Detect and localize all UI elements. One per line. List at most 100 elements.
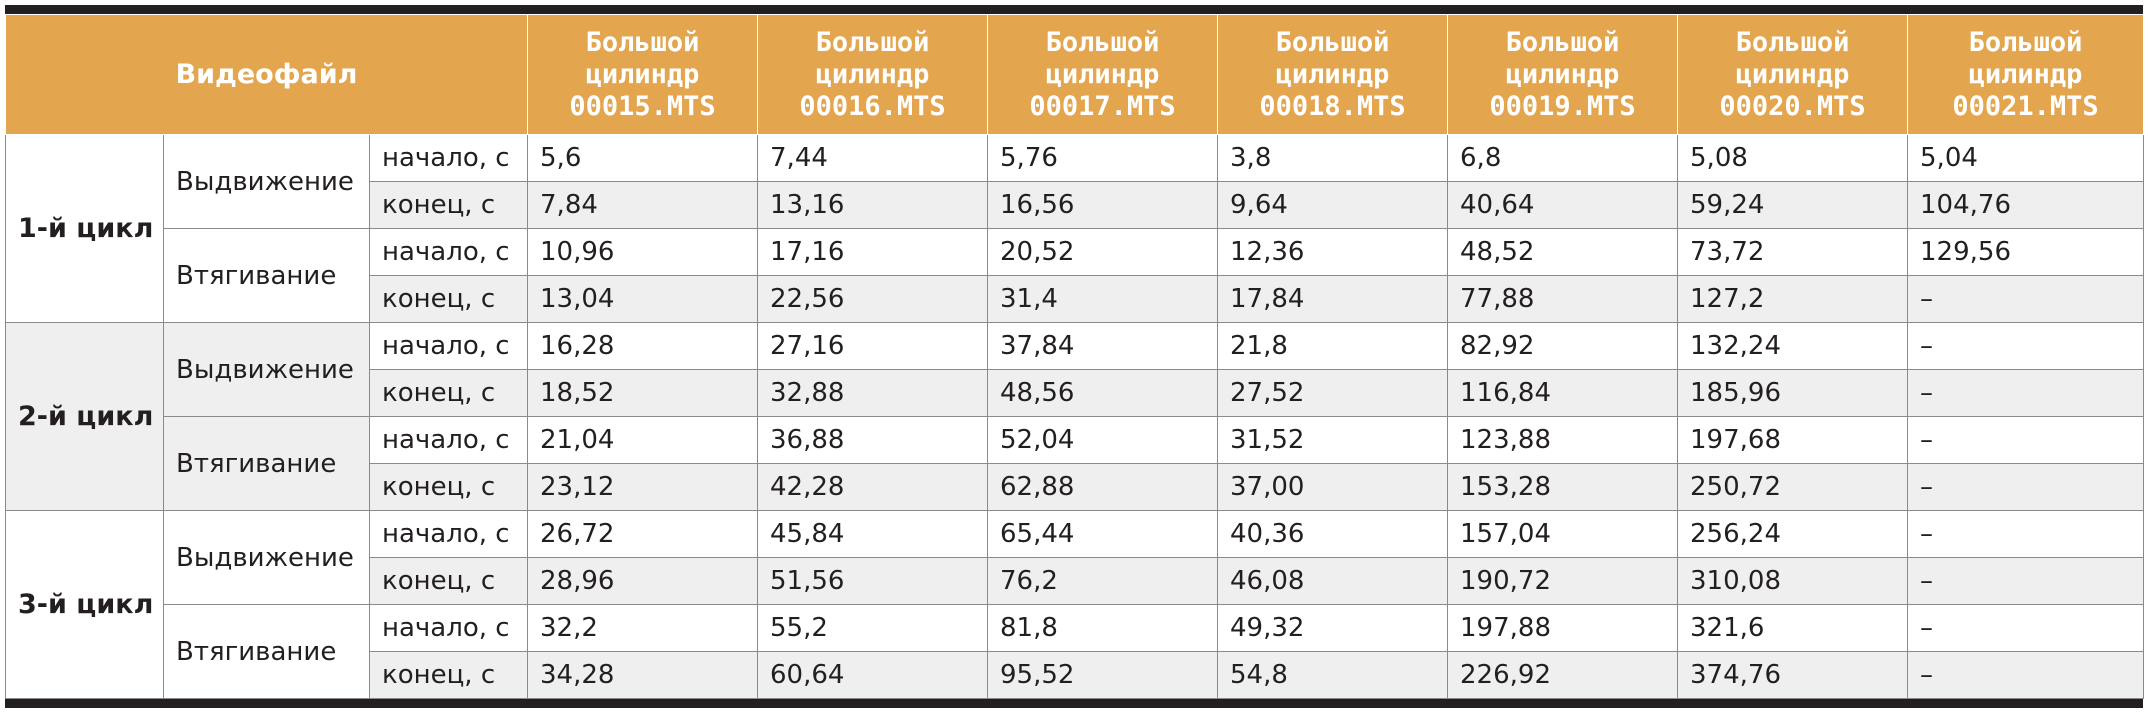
- table-cell: 7,84: [527, 181, 759, 229]
- table-cell: 46,08: [1217, 557, 1449, 605]
- table-cell: 31,4: [987, 275, 1219, 323]
- table-cell: 153,28: [1447, 463, 1679, 511]
- table-cell: 197,68: [1677, 416, 1909, 464]
- table-cell: –: [1907, 275, 2145, 323]
- table-cell: –: [1907, 510, 2145, 558]
- table-cell: 21,8: [1217, 322, 1449, 370]
- table-cell: 5,04: [1907, 134, 2145, 182]
- column-header: Большой цилиндр 00020.MTS: [1677, 14, 1909, 135]
- table-row: 3-й цикл Выдвижение начало, с 26,72 45,84 65,…: [5, 510, 2145, 699]
- table-row: 2-й цикл Выдвижение начало, с 16,28 27,16 37,…: [5, 322, 2145, 511]
- table-cell: 123,88: [1447, 416, 1679, 464]
- table-row: конец, с 34,28 60,64 95,52 54,8 226,92 374,76–: [6, 651, 2145, 699]
- time-unit-label: конец, с: [368, 181, 529, 229]
- cylinder-timing-table: Видеофайл Большой цилиндр 00015.MTS Большо…: [4, 14, 2145, 699]
- table-row: конец, с 7,84 13,16 16,56 9,64 40,64 59,24 104,…: [6, 181, 2145, 229]
- time-unit-label: конец, с: [368, 369, 529, 417]
- time-unit-label: начало, с: [368, 604, 529, 652]
- table-cell: 5,76: [987, 134, 1219, 182]
- table-cell: 6,8: [1447, 134, 1679, 182]
- table-cell: 49,32: [1217, 604, 1449, 652]
- table-cell: 197,88: [1447, 604, 1679, 652]
- table-cell: –: [1907, 322, 2145, 370]
- table-cell: 7,44: [757, 134, 989, 182]
- phase-label: Выдвижение: [163, 510, 370, 605]
- table-cell: 32,2: [527, 604, 759, 652]
- table-cell: 54,8: [1217, 651, 1449, 699]
- time-unit-label: начало, с: [368, 416, 529, 464]
- time-unit-label: начало, с: [368, 510, 529, 558]
- table-cell: 20,52: [987, 228, 1219, 276]
- table-cell: 21,04: [527, 416, 759, 464]
- table-cell: 60,64: [757, 651, 989, 699]
- header-row: Видеофайл Большой цилиндр 00015.MTS Большо…: [4, 14, 2145, 135]
- table-cell: 48,56: [987, 369, 1219, 417]
- time-unit-label: конец, с: [368, 463, 529, 511]
- table-row: конец, с 28,96 51,56 76,2 46,08 190,72 310,08–: [6, 557, 2145, 605]
- table-cell: 73,72: [1677, 228, 1909, 276]
- table-cell: 36,88: [757, 416, 989, 464]
- bottom-rule: [5, 699, 2143, 708]
- table-row: 1-й цикл Выдвижение начало, с 5,6 7,44 5,76 3,…: [5, 134, 2145, 323]
- table-row: Втягивание начало, с 32,2 55,2 81,8 49,32 197,…: [6, 604, 2145, 699]
- table-row: конец, с 23,12 42,28 62,88 37,00 153,28 250,72…: [6, 463, 2145, 511]
- table-cell: 3,8: [1217, 134, 1449, 182]
- table-cell: 13,04: [527, 275, 759, 323]
- phase-label: Втягивание: [163, 604, 370, 699]
- column-header: Большой цилиндр 00015.MTS: [527, 14, 759, 135]
- table-cell: 28,96: [527, 557, 759, 605]
- column-header: Большой цилиндр 00019.MTS: [1447, 14, 1679, 135]
- cycle-label: 3-й цикл: [5, 510, 164, 699]
- top-rule: [5, 5, 2143, 14]
- table-cell: 40,36: [1217, 510, 1449, 558]
- table-cell: 18,52: [527, 369, 759, 417]
- phase-label: Выдвижение: [163, 322, 370, 417]
- table-row: конец, с 18,52 32,88 48,56 27,52 116,84 185,96…: [6, 369, 2145, 417]
- time-unit-label: конец, с: [368, 651, 529, 699]
- column-header: Большой цилиндр 00018.MTS: [1217, 14, 1449, 135]
- table-cell: 226,92: [1447, 651, 1679, 699]
- time-unit-label: начало, с: [368, 228, 529, 276]
- time-unit-label: конец, с: [368, 557, 529, 605]
- table-cell: 310,08: [1677, 557, 1909, 605]
- table-cell: –: [1907, 651, 2145, 699]
- video-file-header: Видеофайл: [4, 14, 529, 135]
- table-cell: 48,52: [1447, 228, 1679, 276]
- table-cell: 5,08: [1677, 134, 1909, 182]
- time-unit-label: конец, с: [368, 275, 529, 323]
- table-cell: 256,24: [1677, 510, 1909, 558]
- table-cell: 12,36: [1217, 228, 1449, 276]
- table-cell: 13,16: [757, 181, 989, 229]
- table-cell: 34,28: [527, 651, 759, 699]
- table-cell: 95,52: [987, 651, 1219, 699]
- column-header: Большой цилиндр 00017.MTS: [987, 14, 1219, 135]
- table-cell: 32,88: [757, 369, 989, 417]
- table-cell: 127,2: [1677, 275, 1909, 323]
- table-cell: 16,28: [527, 322, 759, 370]
- table-cell: 157,04: [1447, 510, 1679, 558]
- table-cell: 40,64: [1447, 181, 1679, 229]
- table-cell: 16,56: [987, 181, 1219, 229]
- table-cell: 250,72: [1677, 463, 1909, 511]
- table-cell: –: [1907, 369, 2145, 417]
- table-cell: 77,88: [1447, 275, 1679, 323]
- table-cell: 27,52: [1217, 369, 1449, 417]
- phase-label: Втягивание: [163, 416, 370, 511]
- table-cell: 76,2: [987, 557, 1219, 605]
- phase-label: Выдвижение: [163, 134, 370, 229]
- table-cell: 42,28: [757, 463, 989, 511]
- table-cell: 27,16: [757, 322, 989, 370]
- table-cell: –: [1907, 604, 2145, 652]
- table-cell: 10,96: [527, 228, 759, 276]
- table-cell: 22,56: [757, 275, 989, 323]
- table-cell: 104,76: [1907, 181, 2145, 229]
- table-cell: 45,84: [757, 510, 989, 558]
- table-cell: 52,04: [987, 416, 1219, 464]
- column-header: Большой цилиндр 00016.MTS: [757, 14, 989, 135]
- table-cell: –: [1907, 557, 2145, 605]
- table-cell: 321,6: [1677, 604, 1909, 652]
- table-cell: 59,24: [1677, 181, 1909, 229]
- table-cell: 37,00: [1217, 463, 1449, 511]
- table-cell: –: [1907, 463, 2145, 511]
- cycle-label: 1-й цикл: [5, 134, 164, 323]
